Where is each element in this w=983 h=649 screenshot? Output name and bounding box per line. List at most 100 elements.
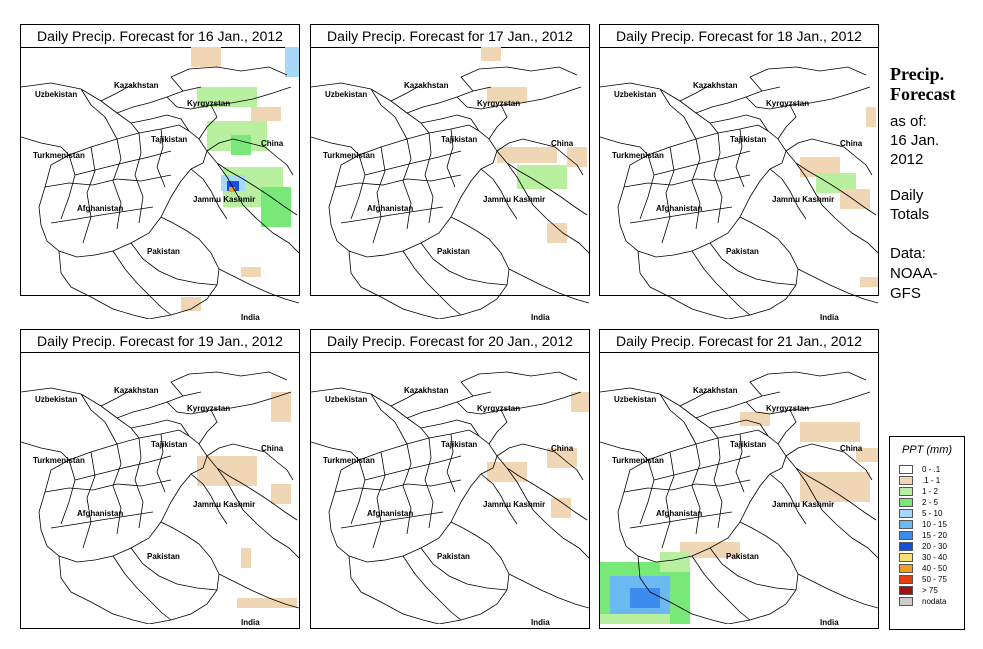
label-jammu-kashmir: Jammu Kashmir xyxy=(193,500,256,509)
label-pakistan: Pakistan xyxy=(147,552,180,561)
label-india: India xyxy=(531,313,550,322)
precip-cell xyxy=(866,107,876,127)
label-kazakhstan: Kazakhstan xyxy=(404,81,449,90)
label-kazakhstan: Kazakhstan xyxy=(693,386,738,395)
label-afghanistan: Afghanistan xyxy=(77,509,124,518)
precip-cell xyxy=(517,165,567,189)
precip-cell xyxy=(630,588,660,608)
legend-item: 5 - 10 xyxy=(890,508,964,519)
region-map xyxy=(21,47,299,319)
label-turkmenistan: Turkmenistan xyxy=(612,456,664,465)
label-india: India xyxy=(531,618,550,627)
label-india: India xyxy=(241,618,260,627)
legend-label: 1 - 2 xyxy=(922,487,939,496)
region-map xyxy=(600,371,878,624)
borders xyxy=(600,371,878,624)
label-kazakhstan: Kazakhstan xyxy=(114,386,159,395)
precip-cell xyxy=(497,147,557,163)
borders xyxy=(311,66,589,319)
legend-swatch xyxy=(899,520,913,529)
legend-swatch xyxy=(899,531,913,540)
label-afghanistan: Afghanistan xyxy=(367,509,414,518)
label-turkmenistan: Turkmenistan xyxy=(323,151,375,160)
label-tajikistan: Tajikistan xyxy=(441,135,478,144)
legend-label: 50 - 75 xyxy=(922,575,947,584)
precip-cell xyxy=(571,392,589,412)
precip-layer xyxy=(197,392,297,608)
precip-cell xyxy=(567,147,587,167)
panel-title: Daily Precip. Forecast for 17 Jan., 2012 xyxy=(311,25,589,48)
precip-cell xyxy=(197,87,257,107)
label-india: India xyxy=(820,618,839,627)
forecast-panel-17-jan: Daily Precip. Forecast for 17 Jan., 2012… xyxy=(310,24,590,322)
label-pakistan: Pakistan xyxy=(147,247,180,256)
label-kazakhstan: Kazakhstan xyxy=(404,386,449,395)
label-kazakhstan: Kazakhstan xyxy=(114,81,159,90)
precip-cell xyxy=(680,542,740,558)
label-uzbekistan: Uzbekistan xyxy=(35,395,78,404)
precip-cell xyxy=(227,181,239,191)
label-pakistan: Pakistan xyxy=(726,247,759,256)
forecast-panel-16-jan: Daily Precip. Forecast for 16 Jan., 2012… xyxy=(20,24,300,322)
region-map xyxy=(600,66,878,319)
precip-cell xyxy=(551,498,571,518)
precip-cell xyxy=(740,412,770,426)
heading-forecast: Forecast xyxy=(890,84,956,104)
legend-swatch xyxy=(899,553,913,562)
legend-label: > 75 xyxy=(922,586,938,595)
panel-title: Daily Precip. Forecast for 19 Jan., 2012 xyxy=(21,330,299,353)
label-afghanistan: Afghanistan xyxy=(656,204,703,213)
precip-cell xyxy=(241,267,261,277)
legend-item: 20 - 30 xyxy=(890,541,964,552)
legend-label: 0 - .1 xyxy=(922,465,941,474)
legend-item: 15 - 20 xyxy=(890,530,964,541)
panel-title: Daily Precip. Forecast for 18 Jan., 2012 xyxy=(600,25,878,48)
panel-title: Daily Precip. Forecast for 20 Jan., 2012 xyxy=(311,330,589,353)
legend-swatch xyxy=(899,575,913,584)
totals-daily: Daily xyxy=(890,187,924,204)
label-uzbekistan: Uzbekistan xyxy=(35,90,78,99)
label-tajikistan: Tajikistan xyxy=(730,440,767,449)
label-turkmenistan: Turkmenistan xyxy=(323,456,375,465)
ppt-legend: PPT (mm) 0 - .1 .1 - 1 1 - 2 2 - 5 5 - 10 10 … xyxy=(889,436,965,630)
borders xyxy=(600,66,878,319)
label-india: India xyxy=(241,313,260,322)
forecast-panel-21-jan: Daily Precip. Forecast for 21 Jan., 2012… xyxy=(599,329,879,629)
label-china: China xyxy=(551,444,574,453)
legend-swatch xyxy=(899,498,913,507)
panel-title: Daily Precip. Forecast for 16 Jan., 2012 xyxy=(21,25,299,48)
label-tajikistan: Tajikistan xyxy=(730,135,767,144)
label-turkmenistan: Turkmenistan xyxy=(33,151,85,160)
legend-swatch xyxy=(899,597,913,606)
borders xyxy=(311,371,589,624)
label-afghanistan: Afghanistan xyxy=(77,204,124,213)
label-china: China xyxy=(261,444,284,453)
label-kyrgyzstan: Kyrgyzstan xyxy=(187,99,231,108)
label-jammu-kashmir: Jammu Kashmir xyxy=(772,500,835,509)
legend-item: 2 - 5 xyxy=(890,497,964,508)
heading-precip: Precip. xyxy=(890,64,945,84)
legend-item: 0 - .1 xyxy=(890,464,964,475)
forecast-panel-19-jan: Daily Precip. Forecast for 19 Jan., 2012… xyxy=(20,329,300,629)
precip-cell xyxy=(231,135,251,155)
label-afghanistan: Afghanistan xyxy=(656,509,703,518)
region-map xyxy=(311,371,589,624)
legend-swatch xyxy=(899,476,913,485)
precip-cell xyxy=(197,456,257,486)
legend-label: 20 - 30 xyxy=(922,542,947,551)
legend-swatch xyxy=(899,487,913,496)
legend-label: nodata xyxy=(922,597,947,606)
precip-cell xyxy=(816,173,856,193)
data-source-2: GFS xyxy=(890,285,921,302)
label-tajikistan: Tajikistan xyxy=(441,440,478,449)
panel-title: Daily Precip. Forecast for 21 Jan., 2012 xyxy=(600,330,878,353)
precip-cell xyxy=(237,598,297,608)
label-kyrgyzstan: Kyrgyzstan xyxy=(477,404,521,413)
label-jammu-kashmir: Jammu Kashmir xyxy=(193,195,256,204)
legend-swatch xyxy=(899,564,913,573)
label-jammu-kashmir: Jammu Kashmir xyxy=(483,500,546,509)
label-uzbekistan: Uzbekistan xyxy=(614,90,657,99)
label-kyrgyzstan: Kyrgyzstan xyxy=(187,404,231,413)
precip-cell xyxy=(181,297,201,311)
precip-cell xyxy=(285,47,299,77)
